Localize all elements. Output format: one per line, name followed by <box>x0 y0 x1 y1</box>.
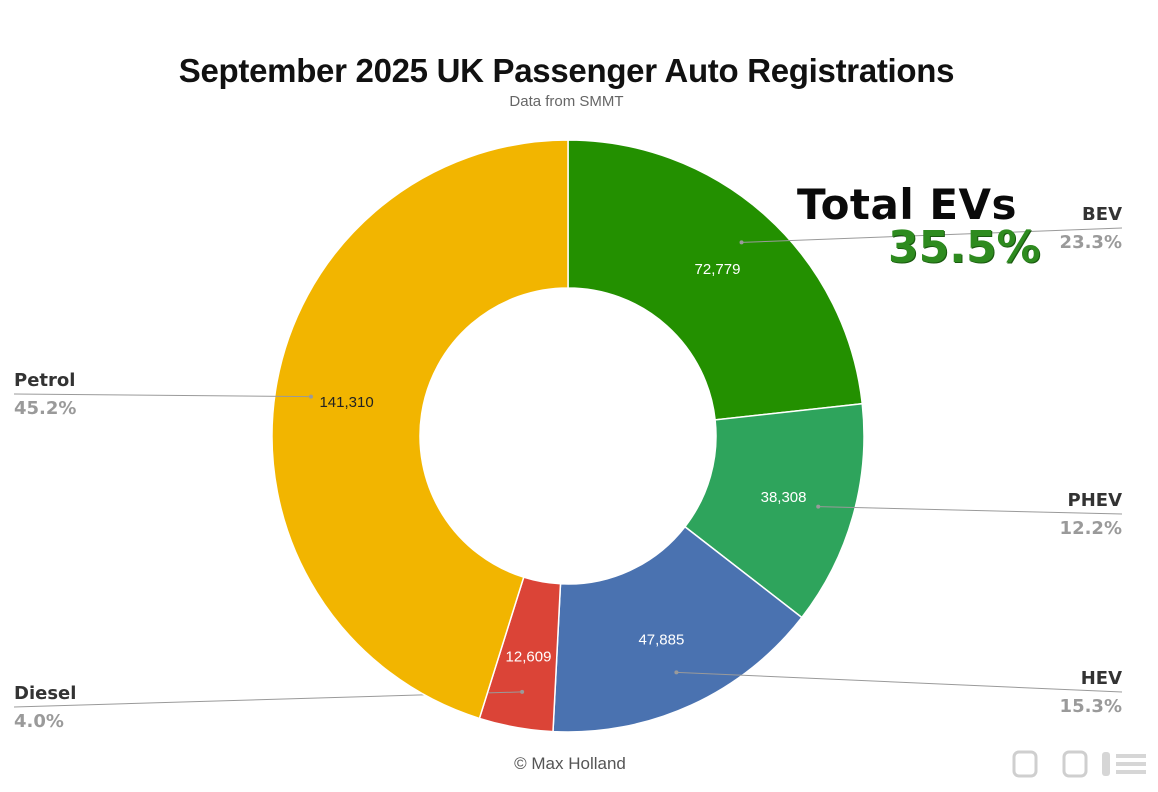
category-label-petrol: Petrol <box>14 370 75 391</box>
value-label-petrol: 141,310 <box>319 394 373 411</box>
category-label-diesel: Diesel <box>14 683 76 704</box>
percent-label-hev: 15.3% <box>1060 696 1122 717</box>
chart-subtitle: Data from SMMT <box>509 93 624 110</box>
value-label-hev: 47,885 <box>638 632 684 649</box>
category-label-hev: HEV <box>1081 668 1122 689</box>
percent-label-phev: 12.2% <box>1060 518 1122 539</box>
leader-line-petrol <box>13 393 312 398</box>
leader-line-bev <box>741 227 1123 243</box>
percent-label-petrol: 45.2% <box>14 398 76 419</box>
watermark-icon <box>1012 750 1146 778</box>
percent-label-diesel: 4.0% <box>14 711 64 732</box>
value-label-bev: 72,779 <box>695 261 741 278</box>
total-evs-callout-value: 35.5% <box>888 222 1041 273</box>
total-evs-callout-title: Total EVs <box>797 180 1018 229</box>
percent-label-bev: 23.3% <box>1060 232 1122 253</box>
value-label-diesel: 12,609 <box>506 648 552 665</box>
slice-petrol <box>271 139 569 720</box>
chart-credit: © Max Holland <box>514 754 626 773</box>
category-label-phev: PHEV <box>1068 490 1123 511</box>
leader-line-hev <box>676 671 1123 693</box>
chart-title: September 2025 UK Passenger Auto Registr… <box>178 52 955 89</box>
slice-bev <box>567 139 864 421</box>
leader-line-phev <box>818 506 1123 515</box>
value-label-phev: 38,308 <box>761 489 807 506</box>
category-label-bev: BEV <box>1082 204 1122 225</box>
